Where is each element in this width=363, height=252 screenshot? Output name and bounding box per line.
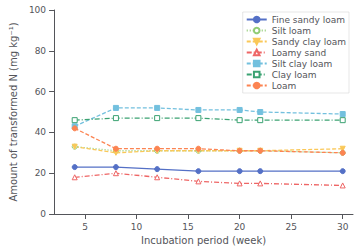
svg-text:15: 15: [182, 222, 193, 232]
svg-text:40: 40: [35, 127, 47, 137]
svg-text:Loam: Loam: [272, 81, 297, 91]
svg-text:0: 0: [40, 209, 46, 219]
svg-text:Sandy clay loam: Sandy clay loam: [272, 37, 346, 47]
svg-text:60: 60: [35, 87, 47, 97]
svg-text:Silt loam: Silt loam: [272, 26, 311, 36]
svg-text:25: 25: [285, 222, 296, 232]
svg-text:Amount of transformed N (mg kg: Amount of transformed N (mg kg⁻¹): [8, 22, 19, 201]
svg-text:5: 5: [82, 222, 88, 232]
svg-text:30: 30: [337, 222, 349, 232]
svg-text:Fine sandy loam: Fine sandy loam: [272, 15, 345, 25]
svg-text:Incubation period (week): Incubation period (week): [141, 235, 266, 246]
svg-text:Clay loam: Clay loam: [272, 70, 317, 80]
svg-text:Silt clay loam: Silt clay loam: [272, 59, 333, 69]
svg-text:20: 20: [234, 222, 246, 232]
svg-text:80: 80: [35, 46, 47, 56]
svg-text:10: 10: [131, 222, 143, 232]
svg-text:20: 20: [35, 168, 47, 178]
svg-text:100: 100: [29, 5, 46, 15]
svg-text:Loamy sand: Loamy sand: [272, 48, 326, 58]
